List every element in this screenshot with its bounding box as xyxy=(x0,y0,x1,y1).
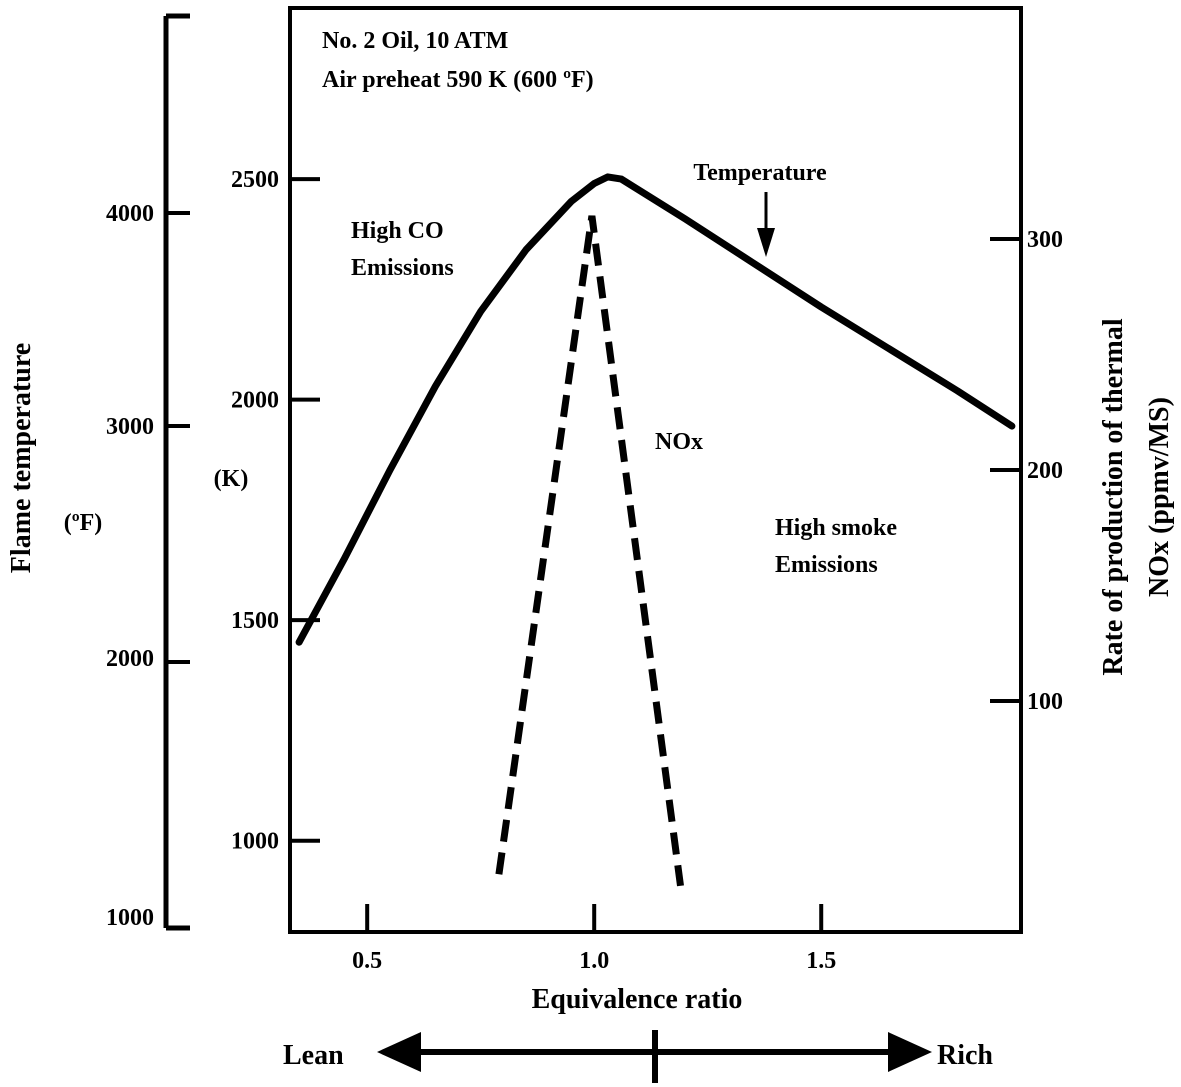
high-co-label-line1: High CO xyxy=(351,218,444,244)
lean-rich-arrow: Lean Rich xyxy=(283,1030,993,1083)
nox-tick-label: 300 xyxy=(1027,227,1063,253)
high-smoke-label-line1: High smoke xyxy=(775,515,897,541)
x-tick-label: 0.5 xyxy=(352,948,382,974)
temperature-pointer-arrow xyxy=(757,192,775,257)
nox-axis-title-line2: NOx (ppmv/MS) xyxy=(1144,397,1175,597)
kelvin-tick-label: 1500 xyxy=(231,608,279,634)
kelvin-axis: 1000 1500 2000 2500 xyxy=(231,167,320,855)
fahrenheit-tick-label: 4000 xyxy=(106,201,154,227)
nox-series-line xyxy=(495,215,684,887)
fahrenheit-axis-title: Flame temperature xyxy=(6,343,37,573)
kelvin-tick-label: 1000 xyxy=(231,829,279,855)
fahrenheit-tick-label: 1000 xyxy=(106,905,154,931)
rich-label: Rich xyxy=(937,1040,993,1071)
fahrenheit-tick-label: 2000 xyxy=(106,646,154,672)
nox-axis-title-line1: Rate of production of thermal xyxy=(1098,318,1129,675)
kelvin-tick-label: 2000 xyxy=(231,388,279,414)
kelvin-unit-label: (K) xyxy=(214,466,249,492)
x-axis: 0.5 1.0 1.5 xyxy=(352,904,836,974)
nox-tick-label: 200 xyxy=(1027,458,1063,484)
lean-label: Lean xyxy=(283,1040,344,1071)
temperature-label: Temperature xyxy=(693,160,827,186)
fahrenheit-axis: 4000 3000 2000 1000 Flame temperature (º… xyxy=(6,13,190,931)
fahrenheit-unit-label: (ºF) xyxy=(64,510,103,536)
nox-tick-label: 100 xyxy=(1027,689,1063,715)
high-co-label-line2: Emissions xyxy=(351,255,454,281)
lean-arrowhead xyxy=(377,1032,421,1072)
nox-series-label: NOx xyxy=(655,429,703,455)
condition-text-line2: Air preheat 590 K (600 ºF) xyxy=(322,67,594,93)
x-tick-label: 1.0 xyxy=(579,948,609,974)
rich-arrowhead xyxy=(888,1032,932,1072)
nox-axis: 100 200 300 xyxy=(990,227,1063,715)
fahrenheit-tick-label: 3000 xyxy=(106,414,154,440)
x-axis-title: Equivalence ratio xyxy=(532,984,743,1015)
condition-text-line1: No. 2 Oil, 10 ATM xyxy=(322,28,508,54)
temperature-series-line xyxy=(295,173,1016,646)
x-tick-label: 1.5 xyxy=(806,948,836,974)
plot-frame xyxy=(288,6,1023,934)
kelvin-tick-label: 2500 xyxy=(231,167,279,193)
high-smoke-label-line2: Emissions xyxy=(775,552,878,578)
